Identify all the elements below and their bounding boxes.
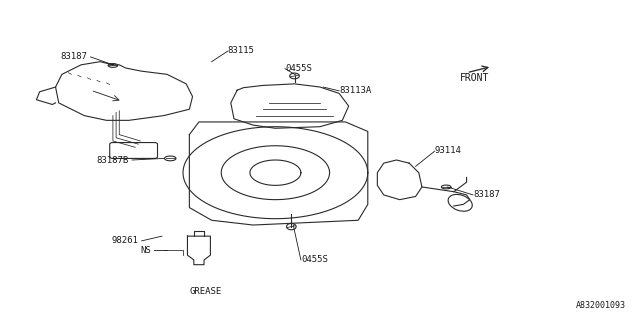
Text: 98261: 98261 (111, 236, 138, 245)
Text: 0455S: 0455S (285, 63, 312, 73)
Text: 83187: 83187 (473, 190, 500, 199)
Text: 0455S: 0455S (301, 255, 328, 264)
Text: 83115: 83115 (228, 46, 255, 55)
Text: 83187B: 83187B (97, 156, 129, 164)
Text: NS: NS (140, 246, 151, 255)
Text: 93114: 93114 (435, 146, 461, 155)
Text: FRONT: FRONT (460, 73, 490, 83)
Text: 83113A: 83113A (339, 86, 371, 95)
Text: A832001093: A832001093 (576, 301, 626, 310)
Text: 83187: 83187 (61, 52, 88, 61)
Text: GREASE: GREASE (189, 287, 221, 296)
